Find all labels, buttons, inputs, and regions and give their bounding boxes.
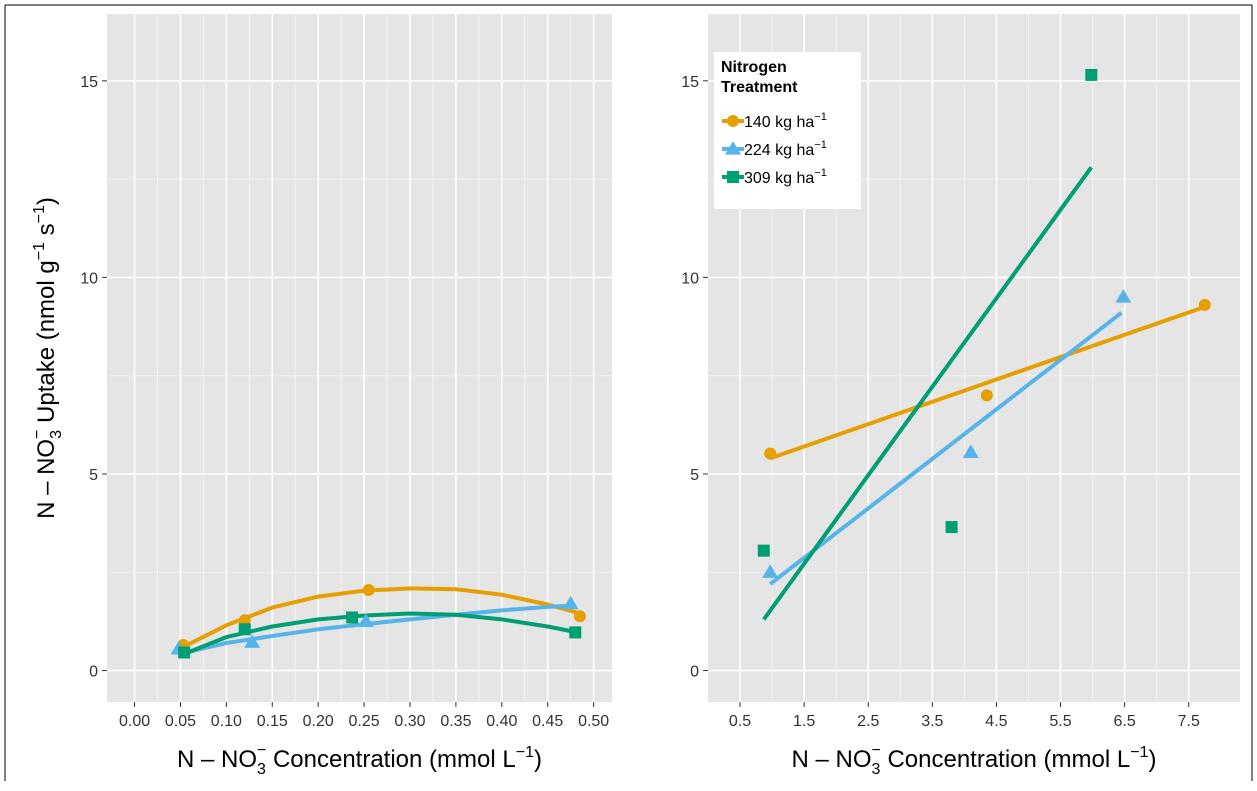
point-square	[1085, 68, 1098, 81]
point-circle	[362, 583, 375, 596]
x-tick-label: 0.30	[394, 713, 425, 730]
legend-label: 309 kg ha−1	[744, 167, 827, 187]
point-triangle	[762, 564, 779, 578]
y-axis-title: N – NO3− Uptake (nmol g−1 s−1)	[29, 197, 65, 519]
fit-line-triangle	[768, 311, 1123, 586]
point-circle	[764, 447, 777, 460]
x-tick-label: 2.5	[857, 713, 879, 730]
x-tick-label: 3.5	[921, 713, 943, 730]
legend: Nitrogen Treatment 140 kg ha−1 224 kg ha−1 3…	[714, 52, 861, 209]
panel-left: 0 5 10 15 0.00 0.05 0.10 0.15 0.20 0.25 0.30 0.35 0.…	[29, 14, 612, 778]
point-triangle	[244, 634, 261, 648]
y-tick-label: 15	[80, 74, 98, 91]
point-square	[945, 521, 958, 534]
y-tick-label: 0	[89, 664, 98, 681]
x-tick-label: 0.35	[440, 713, 471, 730]
plot-background	[107, 14, 612, 702]
point-triangle	[357, 613, 374, 628]
point-square	[346, 611, 359, 624]
x-tick-label: 7.5	[1178, 713, 1200, 730]
x-tick-label: 5.5	[1049, 713, 1071, 730]
point-square	[757, 544, 770, 557]
x-tick-label: 0.25	[349, 713, 380, 730]
x-tick-label: 0.05	[165, 713, 196, 730]
legend-label: 224 kg ha−1	[744, 139, 827, 159]
y-tick-label: 5	[89, 467, 98, 484]
x-axis-title: N – NO3− Concentration (mmol L−1)	[177, 742, 542, 778]
x-tick-label: 0.40	[486, 713, 517, 730]
x-tick-label: 1.5	[793, 713, 815, 730]
fit-line-circle	[769, 305, 1206, 461]
x-tick-label: 0.20	[303, 713, 334, 730]
y-tick-label: 0	[690, 664, 699, 681]
x-tick-label: 0.10	[211, 713, 242, 730]
legend-key-square	[727, 171, 739, 183]
x-axis-title: N – NO3− Concentration (mmol L−1)	[792, 742, 1157, 778]
legend-title: Nitrogen	[721, 59, 787, 76]
legend-key-circle	[727, 115, 739, 127]
point-circle	[1198, 298, 1211, 311]
fit-line-square	[762, 166, 1093, 621]
y-tick-label: 15	[681, 74, 699, 91]
y-tick-label: 5	[690, 467, 699, 484]
point-triangle	[1115, 289, 1132, 303]
x-tick-label: 0.5	[729, 713, 751, 730]
x-tick-label: 0.00	[119, 713, 150, 730]
point-square	[238, 623, 251, 636]
panel-right: 0 5 10 15 0.5 1.5 2.5 3.5 4.5 5.5 6.5 7.5 N – NO3− C…	[681, 14, 1240, 778]
point-triangle	[962, 444, 979, 458]
x-tick-label: 0.45	[532, 713, 563, 730]
point-circle	[573, 610, 586, 623]
point-square	[569, 626, 582, 639]
x-tick-label: 4.5	[985, 713, 1007, 730]
point-square	[178, 646, 191, 659]
legend-title: Treatment	[721, 79, 798, 96]
x-tick-label: 0.50	[578, 713, 609, 730]
point-circle	[238, 614, 251, 627]
point-circle	[980, 389, 993, 402]
x-tick-label: 6.5	[1114, 713, 1136, 730]
y-tick-label: 10	[681, 270, 699, 287]
x-tick-label: 0.15	[257, 713, 288, 730]
point-triangle	[562, 595, 579, 610]
legend-key-triangle	[725, 141, 741, 155]
y-tick-label: 10	[80, 270, 98, 287]
legend-label: 140 kg ha−1	[744, 111, 827, 131]
